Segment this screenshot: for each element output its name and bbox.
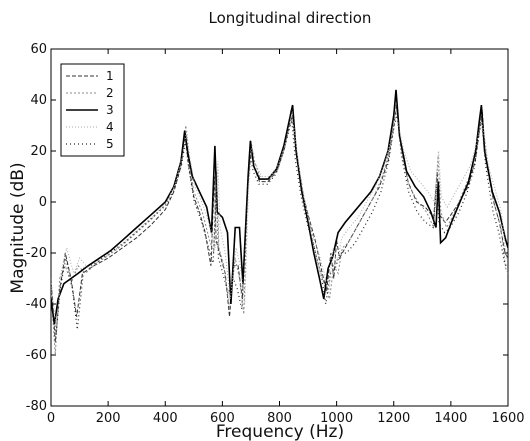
- y-tick-label: 60: [30, 42, 47, 57]
- y-tick-label: -20: [26, 246, 47, 261]
- y-tick-label: 0: [39, 195, 47, 210]
- legend: 1 2 3 4 5: [61, 64, 124, 156]
- y-tick-label: 40: [30, 93, 47, 108]
- x-tick-label: 0: [47, 411, 55, 426]
- y-tick-label: -80: [26, 399, 47, 414]
- x-tick-label: 1600: [491, 411, 524, 426]
- x-tick-label: 1200: [377, 411, 410, 426]
- x-tick-label: 200: [96, 411, 121, 426]
- chart-title: Longitudinal direction: [209, 9, 372, 27]
- legend-label: 5: [106, 137, 114, 151]
- x-tick-label: 1400: [434, 411, 467, 426]
- y-tick-label: -40: [26, 297, 47, 312]
- y-tick-label: 20: [30, 144, 47, 159]
- legend-label: 1: [106, 69, 114, 83]
- legend-label: 2: [106, 86, 114, 100]
- legend-label: 3: [106, 103, 114, 117]
- legend-label: 4: [106, 120, 114, 134]
- x-tick-label: 400: [153, 411, 178, 426]
- x-axis-label: Frequency (Hz): [216, 422, 344, 441]
- y-axis-label: Magnitude (dB): [8, 162, 28, 293]
- y-tick-label: -60: [26, 348, 47, 363]
